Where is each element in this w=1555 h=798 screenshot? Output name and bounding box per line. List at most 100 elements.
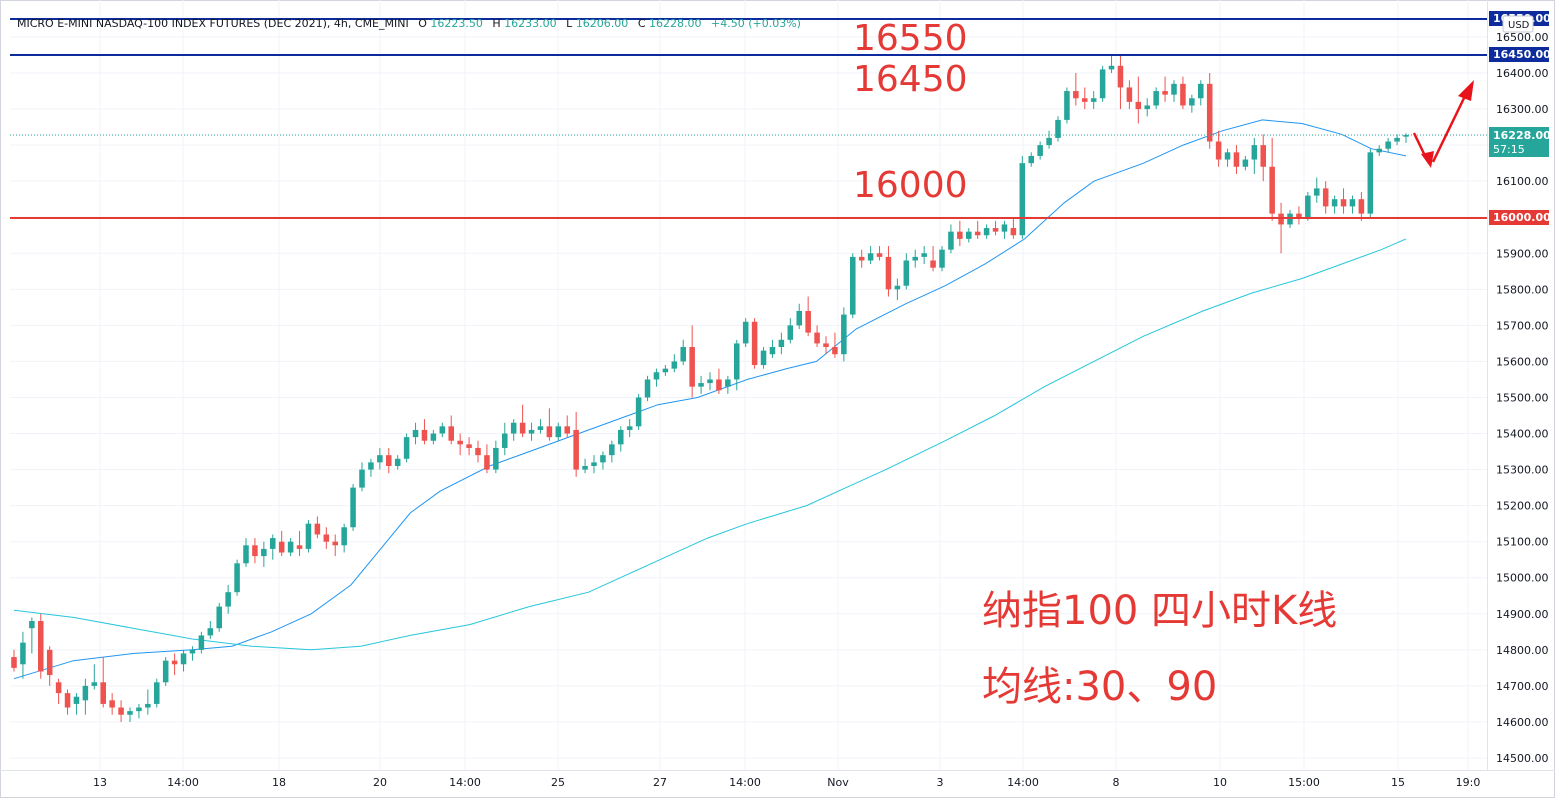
label-16450: 16450 xyxy=(853,59,968,100)
candle xyxy=(1233,145,1240,174)
candle xyxy=(216,602,222,632)
candle xyxy=(546,408,553,441)
candle xyxy=(1117,55,1124,110)
candle xyxy=(189,646,196,661)
candle xyxy=(734,339,740,391)
price-tick-label: 14800.00 xyxy=(1496,644,1549,657)
candle xyxy=(974,220,981,239)
candle xyxy=(1296,206,1302,225)
currency-label: USD xyxy=(1508,20,1530,31)
candle xyxy=(1064,87,1070,124)
candle xyxy=(100,657,106,708)
candle xyxy=(644,375,651,402)
candle xyxy=(1305,191,1311,221)
grid-layer xyxy=(10,0,1487,770)
candle xyxy=(1162,76,1168,102)
candle xyxy=(278,530,285,557)
candle xyxy=(457,433,463,456)
candle xyxy=(662,365,669,376)
candle xyxy=(1028,152,1034,167)
candle xyxy=(841,307,847,362)
candle xyxy=(591,455,597,474)
candle xyxy=(314,516,321,539)
price-tag-16450: 16450.00 xyxy=(1489,47,1551,62)
candle xyxy=(1037,141,1043,160)
candle xyxy=(805,296,811,337)
time-tick-label: 3 xyxy=(937,776,944,789)
candle xyxy=(698,375,704,394)
candle xyxy=(903,253,910,290)
candle xyxy=(1331,195,1338,214)
candle xyxy=(618,426,624,452)
candle xyxy=(46,646,53,686)
candle xyxy=(1073,73,1079,106)
candle xyxy=(1180,76,1186,110)
candle xyxy=(145,689,151,715)
candle xyxy=(814,325,820,348)
candle xyxy=(118,700,124,722)
close-value: 16228.00 xyxy=(649,17,702,30)
candle xyxy=(1394,134,1400,146)
candle xyxy=(359,462,365,492)
arrow-down-annotation xyxy=(1412,132,1434,168)
candle xyxy=(252,538,258,564)
price-tick-label: 16100.00 xyxy=(1496,175,1549,188)
candle xyxy=(537,419,544,434)
candle xyxy=(787,318,794,344)
price-tick-label: 15800.00 xyxy=(1496,283,1549,296)
candle xyxy=(519,404,526,438)
price-tick-label: 15200.00 xyxy=(1496,500,1549,513)
candle xyxy=(91,664,98,690)
candle xyxy=(582,458,588,474)
price-tag-16000: 16000.00 xyxy=(1489,210,1551,225)
time-tick-label: 18 xyxy=(272,776,286,789)
candle xyxy=(1189,94,1195,113)
candle xyxy=(796,303,802,329)
high-value: 16233.00 xyxy=(504,17,557,30)
moving-average-layer xyxy=(13,119,1407,680)
time-tick-label: 14:00 xyxy=(167,776,199,789)
candle xyxy=(626,419,633,438)
candle xyxy=(983,224,990,239)
candle xyxy=(555,422,562,441)
candle xyxy=(1260,134,1266,182)
candle xyxy=(707,372,713,391)
candle xyxy=(154,678,160,708)
candle xyxy=(1198,80,1204,106)
candle xyxy=(769,339,776,358)
countdown-text: 57:15 xyxy=(1493,143,1525,156)
candle xyxy=(55,678,62,704)
candle xyxy=(1046,130,1052,149)
candle xyxy=(1126,80,1133,110)
price-tick-label: 14500.00 xyxy=(1496,752,1549,765)
candle xyxy=(716,368,722,394)
last-price-tag: 16228.00 57:15 xyxy=(1489,127,1551,157)
candle xyxy=(1340,188,1347,214)
change-value: +4.50 (+0.03%) xyxy=(711,17,801,30)
candle xyxy=(573,411,579,477)
candle xyxy=(930,246,936,272)
candle xyxy=(386,447,392,474)
candle xyxy=(466,437,472,456)
candle xyxy=(948,224,954,254)
arrow-up-annotation xyxy=(1431,80,1474,163)
candle xyxy=(921,246,927,265)
candle xyxy=(403,433,410,463)
time-tick-label: 14:00 xyxy=(1007,776,1039,789)
time-tick-label: 25 xyxy=(551,776,565,789)
candle xyxy=(412,422,419,445)
candle xyxy=(29,617,35,654)
candle xyxy=(421,419,428,445)
time-tick-label: 19:0 xyxy=(1456,776,1481,789)
candle xyxy=(1001,220,1008,239)
candle xyxy=(475,440,481,463)
ma90-line xyxy=(13,238,1407,651)
candle xyxy=(1108,55,1115,74)
price-tick-label: 14700.00 xyxy=(1496,680,1549,693)
candle xyxy=(1367,148,1374,218)
candle-layer xyxy=(11,55,1409,722)
candle xyxy=(689,325,695,398)
candle xyxy=(832,332,838,358)
candle xyxy=(966,228,972,243)
